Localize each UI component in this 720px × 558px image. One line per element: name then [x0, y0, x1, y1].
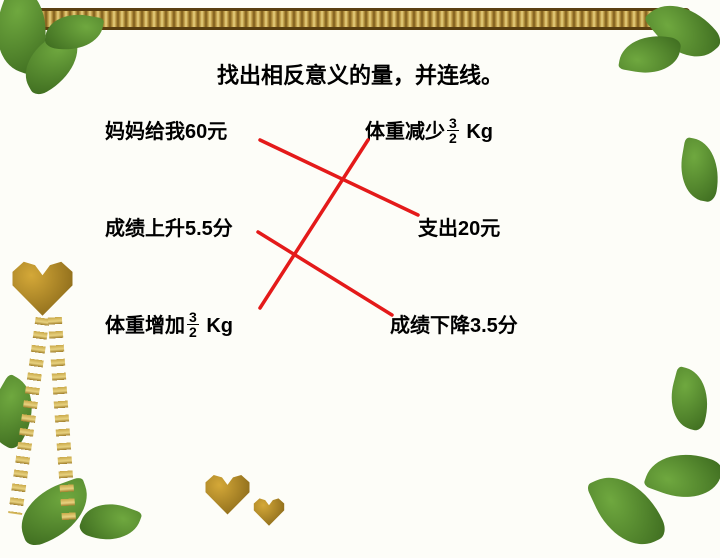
exercise-title: 找出相反意义的量，并连线。: [0, 58, 720, 90]
left-item-2: 成绩上升5.5分: [105, 212, 233, 241]
right-item-2: 支出20元: [418, 212, 500, 241]
fraction-icon: 32: [447, 116, 459, 145]
heart-icon: [200, 470, 255, 520]
leaf-icon: [77, 494, 142, 550]
leaf-icon: [675, 137, 720, 203]
right-item-3: 成绩下降3.5分: [390, 309, 518, 338]
heart-icon: [5, 255, 80, 323]
leaf-icon: [663, 366, 717, 432]
right-item-1-pre: 体重减少: [365, 121, 445, 143]
right-item-1-post: Kg: [461, 121, 493, 143]
left-item-3-pre: 体重增加: [105, 315, 185, 337]
leaf-icon: [643, 440, 720, 509]
left-item-3-post: Kg: [201, 315, 233, 337]
left-item-1: 妈妈给我60元: [105, 115, 227, 144]
fraction-icon: 32: [187, 310, 199, 339]
left-item-3: 体重增加32 Kg: [105, 309, 233, 341]
right-item-1: 体重减少32 Kg: [365, 115, 493, 147]
top-ornamental-bar: [30, 8, 690, 30]
heart-icon: [250, 495, 288, 529]
